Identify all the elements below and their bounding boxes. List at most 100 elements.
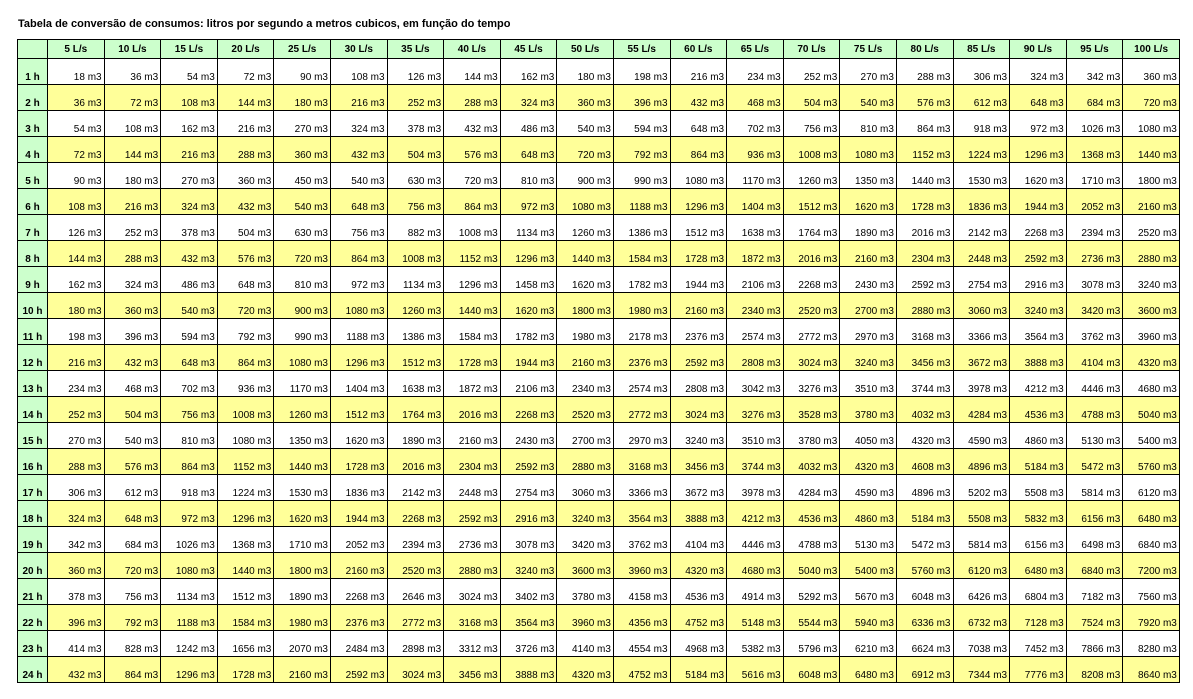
table-cell: 3078 m3 xyxy=(1065,266,1124,293)
table-cell: 432 m3 xyxy=(47,656,105,683)
table-cell: 2304 m3 xyxy=(443,448,501,475)
table-cell: 648 m3 xyxy=(103,500,162,527)
table-cell: 4896 m3 xyxy=(952,448,1011,475)
table-cell: 1728 m3 xyxy=(895,188,954,215)
table-cell: 2916 m3 xyxy=(1009,266,1067,293)
table-cell: 1458 m3 xyxy=(499,266,558,293)
table-cell: 342 m3 xyxy=(47,526,105,553)
table-cell: 1404 m3 xyxy=(329,370,388,397)
table-cell: 684 m3 xyxy=(1065,84,1124,111)
table-cell: 2592 m3 xyxy=(1009,240,1067,267)
table-cell: 612 m3 xyxy=(103,474,162,501)
table-cell: 4590 m3 xyxy=(839,474,897,501)
table-row: 8 h 144 m3 288 m3 432 m3 576 m3 720 m3 864 m3 1… xyxy=(17,240,1180,267)
table-cell: 3600 m3 xyxy=(556,552,614,579)
table-cell: 2376 m3 xyxy=(612,344,671,371)
table-cell: 1512 m3 xyxy=(386,344,445,371)
table-cell: 1764 m3 xyxy=(386,396,445,423)
table-cell: 2016 m3 xyxy=(443,396,501,423)
table-cell: 1080 m3 xyxy=(669,162,728,189)
table-cell: 2592 m3 xyxy=(443,500,501,527)
table-cell: 324 m3 xyxy=(1009,58,1067,85)
table-cell: 864 m3 xyxy=(329,240,388,267)
table-cell: 90 m3 xyxy=(47,162,105,189)
table-cell: 3366 m3 xyxy=(952,318,1011,345)
column-header: 80 L/s xyxy=(895,39,954,59)
table-cell: 2808 m3 xyxy=(726,344,784,371)
table-cell: 6048 m3 xyxy=(782,656,841,683)
table-cell: 4320 m3 xyxy=(895,422,954,449)
table-cell: 7776 m3 xyxy=(1009,656,1067,683)
row-header: 14 h xyxy=(17,396,48,423)
table-row: 1 h 18 m3 36 m3 54 m3 72 m3 90 m3 108 m3 126 m3… xyxy=(17,58,1180,85)
table-cell: 2106 m3 xyxy=(499,370,558,397)
table-row: 5 h 90 m3 180 m3 270 m3 360 m3 450 m3 540 m3 63… xyxy=(17,162,1180,189)
table-cell: 3888 m3 xyxy=(1009,344,1067,371)
table-cell: 1764 m3 xyxy=(782,214,841,241)
table-cell: 2520 m3 xyxy=(556,396,614,423)
table-cell: 3420 m3 xyxy=(556,526,614,553)
table-cell: 396 m3 xyxy=(103,318,162,345)
table-cell: 252 m3 xyxy=(782,58,841,85)
table-cell: 6480 m3 xyxy=(1009,552,1067,579)
table-cell: 1296 m3 xyxy=(499,240,558,267)
table-cell: 180 m3 xyxy=(556,58,614,85)
column-header: 10 L/s xyxy=(103,39,162,59)
table-cell: 1512 m3 xyxy=(329,396,388,423)
table-cell: 2160 m3 xyxy=(273,656,331,683)
column-header: 40 L/s xyxy=(443,39,501,59)
table-row: 17 h 306 m3 612 m3 918 m3 1224 m3 1530 m3 1836… xyxy=(17,474,1180,501)
table-cell: 1584 m3 xyxy=(612,240,671,267)
table-cell: 1386 m3 xyxy=(386,318,445,345)
table-cell: 2376 m3 xyxy=(329,604,388,631)
table-cell: 5472 m3 xyxy=(1065,448,1124,475)
table-cell: 432 m3 xyxy=(669,84,728,111)
table-cell: 2304 m3 xyxy=(895,240,954,267)
column-header: 5 L/s xyxy=(47,39,105,59)
table-cell: 432 m3 xyxy=(160,240,218,267)
table-cell: 2016 m3 xyxy=(386,448,445,475)
table-cell: 1152 m3 xyxy=(216,448,275,475)
table-cell: 1836 m3 xyxy=(952,188,1011,215)
table-cell: 270 m3 xyxy=(273,110,331,137)
table-cell: 2448 m3 xyxy=(443,474,501,501)
table-cell: 1386 m3 xyxy=(612,214,671,241)
table-cell: 1728 m3 xyxy=(669,240,728,267)
table-row: 3 h 54 m3 108 m3 162 m3 216 m3 270 m3 324 m3 37… xyxy=(17,110,1180,137)
table-cell: 5382 m3 xyxy=(726,630,784,657)
table-cell: 2160 m3 xyxy=(839,240,897,267)
table-cell: 756 m3 xyxy=(329,214,388,241)
table-cell: 1296 m3 xyxy=(1009,136,1067,163)
row-header: 9 h xyxy=(17,266,48,293)
table-cell: 5040 m3 xyxy=(1122,396,1180,423)
table-cell: 7866 m3 xyxy=(1065,630,1124,657)
table-cell: 504 m3 xyxy=(782,84,841,111)
table-cell: 792 m3 xyxy=(612,136,671,163)
table-cell: 234 m3 xyxy=(47,370,105,397)
table-cell: 3672 m3 xyxy=(952,344,1011,371)
table-cell: 1638 m3 xyxy=(386,370,445,397)
table-cell: 1782 m3 xyxy=(612,266,671,293)
table-cell: 4104 m3 xyxy=(669,526,728,553)
table-cell: 4140 m3 xyxy=(556,630,614,657)
table-cell: 3060 m3 xyxy=(556,474,614,501)
table-cell: 4032 m3 xyxy=(782,448,841,475)
table-cell: 2160 m3 xyxy=(669,292,728,319)
table-cell: 1584 m3 xyxy=(216,604,275,631)
table-cell: 7200 m3 xyxy=(1122,552,1180,579)
table-cell: 1134 m3 xyxy=(386,266,445,293)
table-cell: 270 m3 xyxy=(160,162,218,189)
table-cell: 3726 m3 xyxy=(499,630,558,657)
table-cell: 1728 m3 xyxy=(216,656,275,683)
table-cell: 486 m3 xyxy=(499,110,558,137)
table-cell: 4320 m3 xyxy=(1122,344,1180,371)
table-cell: 4608 m3 xyxy=(895,448,954,475)
table-cell: 576 m3 xyxy=(216,240,275,267)
table-cell: 306 m3 xyxy=(47,474,105,501)
table-cell: 1782 m3 xyxy=(499,318,558,345)
table-cell: 5184 m3 xyxy=(895,500,954,527)
table-cell: 1260 m3 xyxy=(386,292,445,319)
table-row: 19 h 342 m3 684 m3 1026 m3 1368 m3 1710 m3 205… xyxy=(17,526,1180,553)
table-cell: 990 m3 xyxy=(612,162,671,189)
table-row: 9 h 162 m3 324 m3 486 m3 648 m3 810 m3 972 m3 1… xyxy=(17,266,1180,293)
